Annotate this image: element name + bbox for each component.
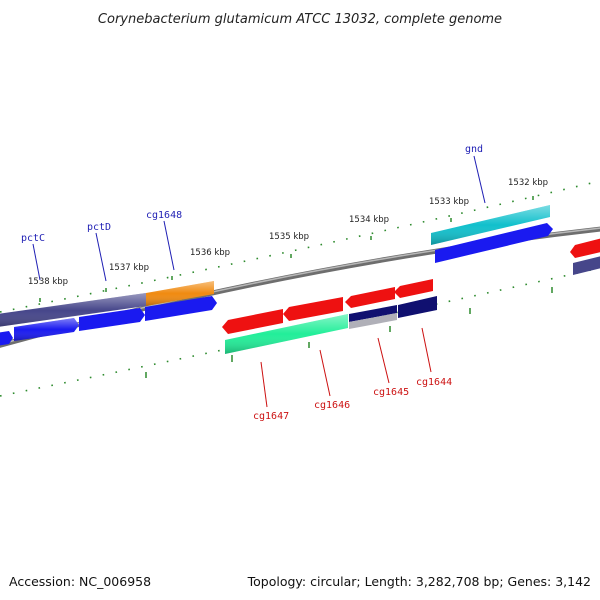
gene-feature-orange-shade — [146, 281, 214, 306]
map-title: Corynebacterium glutamicum ATCC 13032, c… — [98, 12, 502, 27]
gene-arrow-blue-gnd[interactable] — [435, 223, 553, 263]
scale-label-1536: 1536 kbp — [190, 248, 230, 258]
label-leader-cg1645 — [377, 337, 390, 384]
reverse-gene-labels: cg1647 cg1646 cg1645 cg1644 — [253, 327, 452, 422]
gene-arrow-blue-4[interactable] — [145, 296, 217, 321]
gene-arrow-red-cg1645[interactable] — [345, 287, 395, 308]
gene-label-cg1646[interactable]: cg1646 — [314, 400, 350, 411]
scale-label-1532: 1532 kbp — [508, 178, 548, 188]
gene-feature-slate-outer-shade — [0, 293, 146, 327]
label-leader-cg1646 — [319, 349, 331, 397]
outer-tick-major — [39, 196, 534, 302]
forward-gene-labels: pctC pctD cg1648 gnd — [21, 144, 486, 282]
genome-stats-text: Topology: circular; Length: 3,282,708 bp… — [247, 574, 591, 589]
scale-label-1535: 1535 kbp — [269, 232, 309, 242]
forward-genes — [0, 205, 600, 347]
gene-arrow-red-cg1646[interactable] — [283, 297, 343, 321]
scale-label-1533: 1533 kbp — [429, 197, 469, 207]
gene-label-gnd[interactable]: gnd — [465, 144, 483, 155]
scale-labels: 1538 kbp 1537 kbp 1536 kbp 1535 kbp 1534… — [28, 178, 548, 287]
gene-label-cg1648[interactable]: cg1648 — [146, 210, 182, 221]
gene-label-pctD[interactable]: pctD — [87, 222, 111, 233]
gene-arrow-blue-3[interactable] — [79, 308, 145, 331]
gene-feature-silver-cg1645[interactable] — [349, 313, 397, 329]
scale-label-1534: 1534 kbp — [349, 215, 389, 225]
gene-arrow-red-cg1647[interactable] — [222, 309, 283, 334]
gene-feature-mint-shade — [225, 314, 348, 354]
scale-label-1538: 1538 kbp — [28, 277, 68, 287]
inner-tick-major — [145, 287, 553, 378]
label-leader-pctD — [95, 232, 107, 282]
label-leader-cg1644 — [421, 327, 432, 373]
gene-feature-navy-cg1645[interactable] — [349, 305, 397, 322]
accession-text: Accession: NC_006958 — [9, 574, 152, 589]
gene-label-cg1644[interactable]: cg1644 — [416, 377, 452, 388]
gene-arrow-red-right-edge[interactable] — [570, 236, 600, 258]
label-leader-pctC — [32, 243, 41, 281]
gene-label-pctC[interactable]: pctC — [21, 233, 45, 244]
label-leader-cg1647 — [260, 361, 268, 408]
scale-label-1537: 1537 kbp — [109, 263, 149, 273]
outer-tick-minor — [0, 180, 600, 313]
gene-label-cg1647[interactable]: cg1647 — [253, 411, 289, 422]
label-leader-cg1648 — [163, 220, 175, 271]
gene-feature-navy-cg1644[interactable] — [398, 296, 437, 318]
outer-tick-track — [0, 180, 600, 313]
gene-arrow-blue-shade — [14, 318, 79, 341]
reverse-genes — [222, 279, 437, 354]
gene-label-cg1645[interactable]: cg1645 — [373, 387, 409, 398]
gene-arrow-blue-1[interactable] — [0, 331, 13, 347]
gene-feature-teal-shade — [431, 205, 550, 245]
gene-feature-slate-right-edge[interactable] — [573, 254, 600, 275]
gene-arrow-red-cg1644[interactable] — [394, 279, 433, 298]
label-leader-gnd — [473, 155, 486, 204]
inner-tick-track — [0, 267, 600, 397]
